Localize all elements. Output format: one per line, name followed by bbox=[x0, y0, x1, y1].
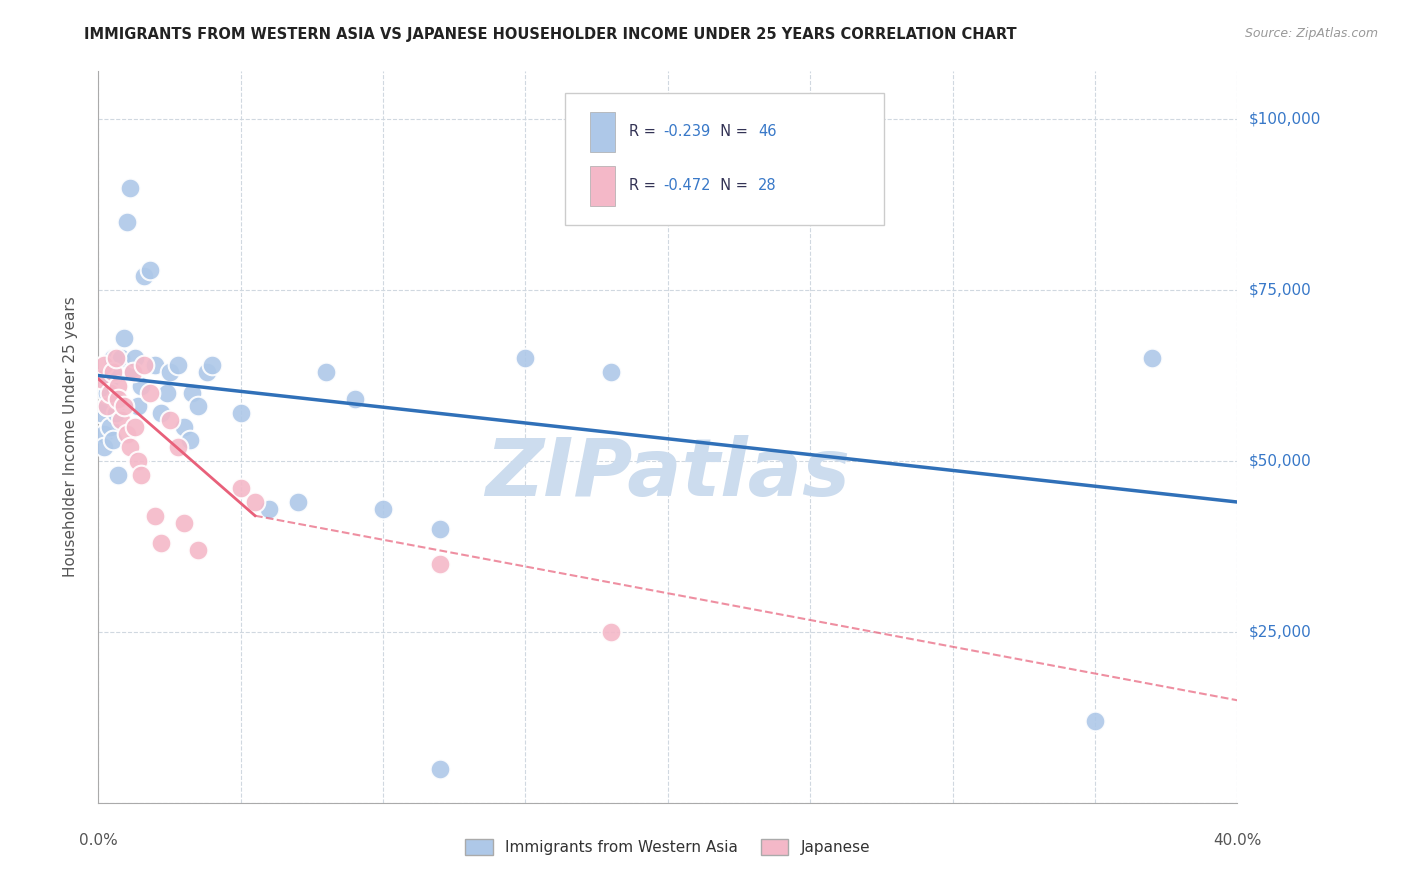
Text: R =: R = bbox=[628, 178, 661, 194]
Point bbox=[179, 434, 201, 448]
Text: 40.0%: 40.0% bbox=[1213, 833, 1261, 848]
Point bbox=[229, 481, 252, 495]
Point bbox=[167, 359, 190, 373]
Text: 0.0%: 0.0% bbox=[79, 833, 118, 848]
Point bbox=[112, 400, 135, 414]
Point bbox=[96, 385, 118, 400]
Point bbox=[104, 406, 127, 420]
Point bbox=[90, 372, 112, 386]
Text: $50,000: $50,000 bbox=[1249, 453, 1312, 468]
Point bbox=[127, 400, 149, 414]
Text: IMMIGRANTS FROM WESTERN ASIA VS JAPANESE HOUSEHOLDER INCOME UNDER 25 YEARS CORRE: IMMIGRANTS FROM WESTERN ASIA VS JAPANESE… bbox=[84, 27, 1017, 42]
Point bbox=[343, 392, 366, 407]
Point bbox=[104, 351, 127, 366]
Point bbox=[107, 365, 129, 379]
Point bbox=[118, 180, 141, 194]
Text: Source: ZipAtlas.com: Source: ZipAtlas.com bbox=[1244, 27, 1378, 40]
Point bbox=[124, 351, 146, 366]
Point bbox=[243, 495, 266, 509]
Point bbox=[115, 215, 138, 229]
Point bbox=[287, 495, 309, 509]
Point bbox=[118, 440, 141, 454]
Point bbox=[132, 269, 155, 284]
Point bbox=[129, 467, 152, 482]
Point bbox=[145, 508, 167, 523]
Point bbox=[107, 467, 129, 482]
Point bbox=[93, 426, 115, 441]
Text: $100,000: $100,000 bbox=[1249, 112, 1320, 127]
Point bbox=[315, 365, 337, 379]
Point bbox=[107, 379, 129, 393]
Point bbox=[96, 400, 118, 414]
FancyBboxPatch shape bbox=[591, 166, 616, 206]
Text: $75,000: $75,000 bbox=[1249, 283, 1312, 298]
Text: 46: 46 bbox=[758, 125, 776, 139]
Point bbox=[145, 359, 167, 373]
Point bbox=[138, 262, 160, 277]
Text: -0.239: -0.239 bbox=[664, 125, 710, 139]
Point bbox=[90, 406, 112, 420]
Point bbox=[429, 557, 451, 571]
Point bbox=[127, 454, 149, 468]
Point bbox=[101, 434, 124, 448]
Point bbox=[167, 440, 190, 454]
Text: $25,000: $25,000 bbox=[1249, 624, 1312, 640]
Point bbox=[150, 536, 173, 550]
Point bbox=[429, 522, 451, 536]
Point bbox=[150, 406, 173, 420]
Point bbox=[124, 420, 146, 434]
Point bbox=[93, 359, 115, 373]
Point bbox=[201, 359, 224, 373]
Y-axis label: Householder Income Under 25 years: Householder Income Under 25 years bbox=[63, 297, 77, 577]
Point bbox=[515, 351, 537, 366]
Point bbox=[96, 400, 118, 414]
Point bbox=[98, 372, 121, 386]
Point bbox=[187, 400, 209, 414]
Point bbox=[101, 351, 124, 366]
Point bbox=[110, 413, 132, 427]
Point bbox=[104, 392, 127, 407]
Point bbox=[195, 365, 218, 379]
Text: R =: R = bbox=[628, 125, 661, 139]
Text: ZIPatlas: ZIPatlas bbox=[485, 434, 851, 513]
FancyBboxPatch shape bbox=[591, 112, 616, 153]
Point bbox=[110, 351, 132, 366]
Point bbox=[1084, 714, 1107, 728]
Point bbox=[93, 440, 115, 454]
Legend: Immigrants from Western Asia, Japanese: Immigrants from Western Asia, Japanese bbox=[460, 833, 876, 861]
Point bbox=[181, 385, 204, 400]
Point bbox=[259, 501, 281, 516]
Point bbox=[429, 762, 451, 776]
Point bbox=[98, 385, 121, 400]
Point bbox=[132, 359, 155, 373]
Point bbox=[98, 420, 121, 434]
Text: -0.472: -0.472 bbox=[664, 178, 711, 194]
Point bbox=[101, 365, 124, 379]
Point bbox=[159, 413, 181, 427]
Point bbox=[121, 365, 143, 379]
Point bbox=[121, 365, 143, 379]
Point bbox=[173, 420, 195, 434]
Point bbox=[156, 385, 179, 400]
Point bbox=[600, 624, 623, 639]
Point bbox=[115, 426, 138, 441]
Point bbox=[138, 385, 160, 400]
Point bbox=[229, 406, 252, 420]
Point bbox=[107, 392, 129, 407]
Point bbox=[112, 331, 135, 345]
Point bbox=[600, 365, 623, 379]
Point bbox=[159, 365, 181, 379]
Text: N =: N = bbox=[711, 125, 752, 139]
Text: N =: N = bbox=[711, 178, 752, 194]
Text: 28: 28 bbox=[758, 178, 776, 194]
Point bbox=[173, 516, 195, 530]
Point bbox=[129, 379, 152, 393]
Point bbox=[373, 501, 395, 516]
FancyBboxPatch shape bbox=[565, 94, 884, 225]
Point bbox=[187, 542, 209, 557]
Point bbox=[1140, 351, 1163, 366]
